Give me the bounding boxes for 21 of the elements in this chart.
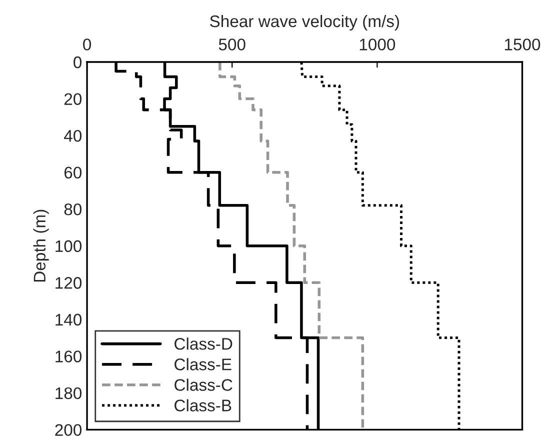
x-tick-label: 1500 <box>504 38 540 50</box>
y-axis-title: Depth (m) <box>33 210 49 282</box>
y-tick-label: 20 <box>64 93 82 105</box>
legend-label: Class-C <box>174 378 232 391</box>
y-tick-label: 0 <box>74 56 82 68</box>
y-tick-label: 140 <box>56 314 82 326</box>
legend-label: Class-D <box>174 338 232 350</box>
y-tick-label: 60 <box>64 166 82 179</box>
y-tick-label: 80 <box>64 203 82 216</box>
y-tick-label: 180 <box>56 387 82 400</box>
y-tick-label: 120 <box>56 277 82 289</box>
y-tick-label: 100 <box>56 240 82 252</box>
legend-label: Class-B <box>174 399 232 412</box>
x-tick-label: 1000 <box>360 38 396 50</box>
y-tick-label: 200 <box>55 424 82 436</box>
legend-label: Class-E <box>174 358 232 370</box>
x-tick-label: 0 <box>83 38 92 50</box>
y-tick-label: 160 <box>56 350 82 362</box>
x-tick-label: 500 <box>218 38 246 50</box>
x-axis-title: Shear wave velocity (m/s) <box>210 14 400 30</box>
y-tick-label: 40 <box>64 130 82 142</box>
